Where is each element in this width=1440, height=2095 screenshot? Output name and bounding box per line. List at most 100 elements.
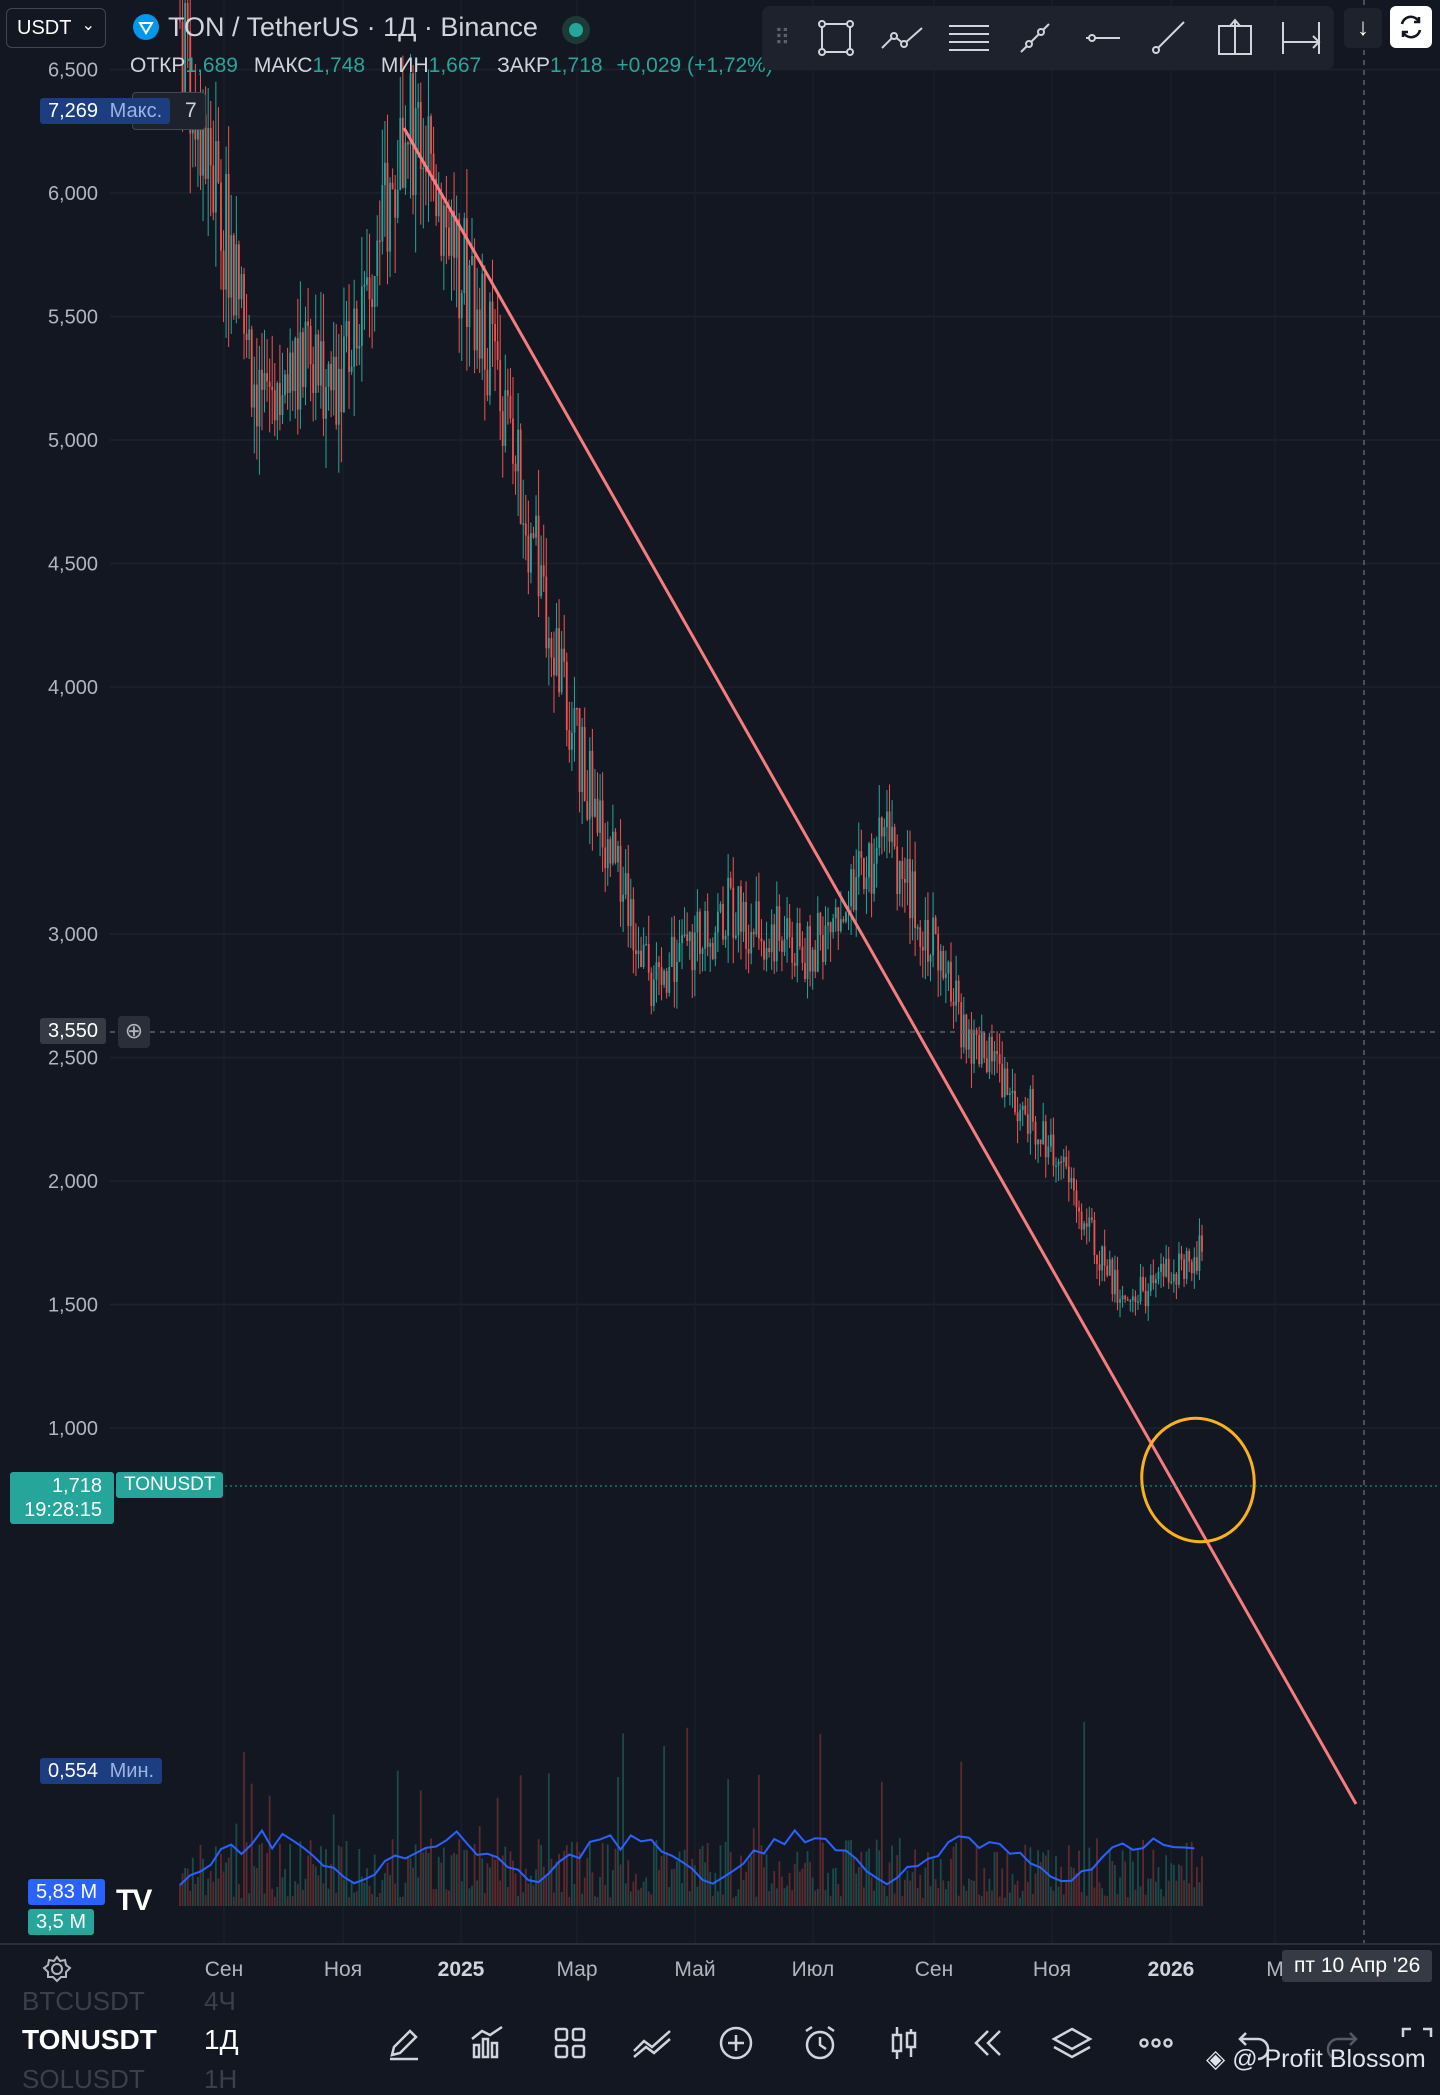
current-price-value: 1,718 [51,1475,102,1497]
current-symbol[interactable]: TONUSDT [22,2024,157,2055]
prev-interval: 4Ч [204,1986,236,2016]
pencil-icon[interactable] [376,2018,432,2068]
candle-body [757,901,760,939]
download-button[interactable]: ↓ [1344,8,1382,48]
volume-bar [942,1880,945,1906]
volume-bar [499,1880,502,1906]
volume-bar [563,1850,566,1906]
candle-body [394,189,397,218]
candle-body [658,962,660,968]
next-symbol[interactable]: SOLUSDT [22,2064,145,2094]
high-value: 1,748 [312,54,366,77]
currency-select[interactable]: USDT ⌄ [6,8,106,48]
volume-bar [266,1852,268,1906]
volume-bar [368,1885,371,1906]
price-tick-label: 6,500 [48,60,98,82]
candle-body [962,1014,965,1048]
candle-body [220,182,222,251]
volume-bar [658,1869,660,1906]
volume-bar [1055,1856,1057,1906]
add-icon[interactable] [708,2018,764,2068]
candle-body [1019,1109,1022,1122]
candle-body [783,939,786,952]
volume-bar [476,1880,479,1906]
volume-bar [937,1888,940,1906]
candle-body [1088,1217,1091,1227]
candle-body [1149,1275,1152,1292]
volume-bar [824,1890,827,1906]
volume-bar [609,1897,612,1906]
layout-grid-icon[interactable] [542,2018,598,2068]
candle-body [622,894,625,902]
ray-tool-icon[interactable] [1143,18,1193,58]
candle-body [553,657,555,676]
horizontal-ray-tool-icon[interactable] [1077,18,1127,58]
candle-body [773,924,776,962]
candle-body [939,950,942,971]
candle-body [424,167,427,172]
candle-body [619,845,622,902]
candle-body [909,858,911,919]
candle-body [1055,1165,1057,1168]
trend-line-tool-icon[interactable] [1010,18,1060,58]
candle-body [842,919,845,922]
volume-bar [927,1852,929,1906]
volume-bar [378,1892,381,1906]
rectangle-tool-icon[interactable] [811,18,861,58]
candle-body [645,944,648,946]
volume-bar [1024,1844,1027,1906]
compare-icon[interactable] [624,2018,680,2068]
candle-body [1070,1178,1073,1183]
more-icon[interactable] [1128,2018,1184,2068]
volume-bar [419,1790,422,1906]
volume-bar [652,1841,655,1906]
volume-bar [842,1851,845,1906]
candle-body [996,1051,998,1054]
candle-body [250,329,253,408]
current-interval[interactable]: 1Д [204,2024,239,2055]
layers-icon[interactable] [1044,2018,1100,2068]
candle-body [1065,1156,1068,1167]
volume-bar [440,1862,443,1906]
candle-body [186,2,189,32]
drag-handle-icon[interactable]: ⠿ [773,25,791,50]
time-axis-settings-icon[interactable] [42,1954,72,1984]
volume-bar [870,1877,873,1906]
fib-tool-icon[interactable] [944,18,994,58]
fullscreen-icon[interactable] [1394,2018,1440,2068]
candle-body [857,851,860,878]
volume-bar [337,1845,340,1906]
redo-icon[interactable] [1314,2018,1370,2068]
candle-body [471,256,473,266]
candle-body [378,240,381,243]
volume-bar [996,1851,998,1906]
candle-body [348,321,350,372]
candle-type-icon[interactable] [876,2018,932,2068]
bottom-bar [0,1990,1440,2088]
volume-bar [850,1839,852,1906]
volume-bar [458,1839,461,1906]
chart-title[interactable]: TON / TetherUS · 1Д · Binance [168,12,538,42]
watermark: ◈ @ Profit Blossom [1206,2044,1426,2074]
prev-symbol[interactable]: BTCUSDT [22,1986,145,2016]
volume-bar [734,1896,737,1906]
volume-bar [553,1892,555,1906]
candle-body [455,218,458,258]
add-alert-button[interactable]: ⊕ [118,1016,150,1048]
volume-bar [745,1871,747,1906]
price-range-tool-icon[interactable] [1210,18,1260,58]
path-tool-icon[interactable] [877,18,927,58]
candle-body [281,395,284,415]
replay-icon[interactable] [960,2018,1016,2068]
volume-bar [455,1854,458,1906]
date-range-tool-icon[interactable] [1276,18,1326,58]
indicators-icon[interactable] [458,2018,514,2068]
undo-icon[interactable] [1226,2018,1282,2068]
sync-button[interactable] [1390,6,1432,48]
candle-body [458,218,461,319]
volume-bar [947,1881,950,1906]
volume-bar [330,1863,333,1906]
alarm-clock-icon[interactable] [792,2018,848,2068]
candle-body [194,125,197,140]
